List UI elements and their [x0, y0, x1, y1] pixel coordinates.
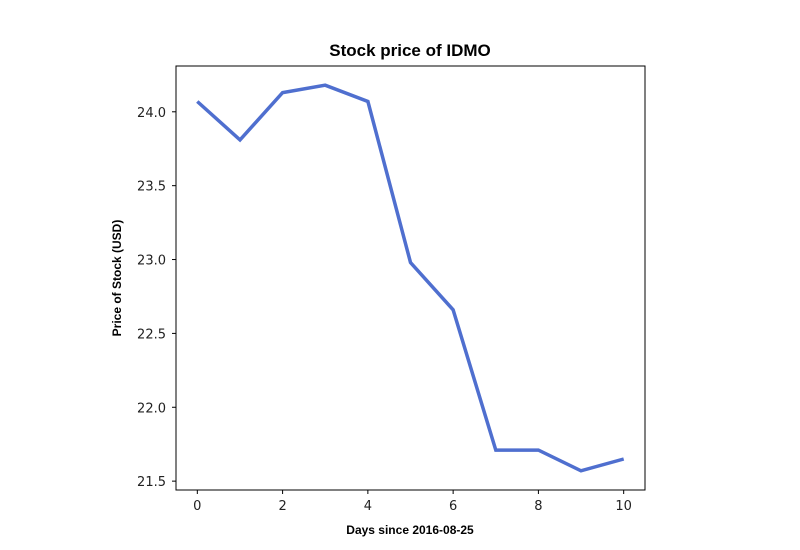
- x-axis-label: Days since 2016-08-25: [346, 523, 474, 537]
- x-tick-label: 8: [534, 499, 542, 514]
- plot-area: [175, 65, 646, 491]
- y-axis-ticks: 21.5 22.0 22.5 23.0 23.5 24.0: [137, 106, 176, 490]
- y-axis-label: Price of Stock (USD): [110, 220, 124, 337]
- series-layer: [196, 83, 625, 473]
- chart-title: Stock price of IDMO: [329, 41, 491, 60]
- y-tick-label: 22.5: [137, 327, 166, 342]
- price-series-line: [196, 83, 625, 473]
- x-tick-label: 6: [449, 499, 457, 514]
- x-axis-ticks: 0 2 4 6 8 10: [193, 490, 632, 514]
- x-tick-label: 4: [364, 499, 372, 514]
- x-tick-label: 0: [193, 499, 201, 514]
- y-tick-label: 21.5: [137, 475, 166, 490]
- y-tick-label: 23.0: [137, 254, 166, 269]
- x-tick-label: 2: [278, 499, 286, 514]
- y-tick-label: 22.0: [137, 401, 166, 416]
- y-tick-label: 23.5: [137, 180, 166, 195]
- x-tick-label: 10: [615, 499, 632, 514]
- y-tick-label: 24.0: [137, 106, 166, 121]
